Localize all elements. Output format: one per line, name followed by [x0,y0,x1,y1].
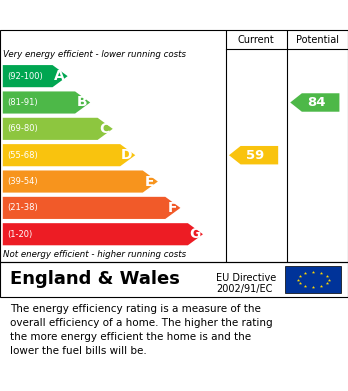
Text: E: E [145,174,154,188]
Text: (1-20): (1-20) [7,230,32,239]
Polygon shape [3,170,158,193]
Text: The energy efficiency rating is a measure of the
overall efficiency of a home. T: The energy efficiency rating is a measur… [10,303,273,355]
Text: EU Directive: EU Directive [216,273,276,283]
Text: (39-54): (39-54) [7,177,38,186]
Text: (69-80): (69-80) [7,124,38,133]
Polygon shape [3,197,180,219]
Text: (92-100): (92-100) [7,72,43,81]
Text: B: B [77,95,87,109]
Text: Very energy efficient - lower running costs: Very energy efficient - lower running co… [3,50,187,59]
Text: (81-91): (81-91) [7,98,38,107]
Polygon shape [3,223,203,245]
Text: Potential: Potential [296,34,339,45]
Text: Energy Efficiency Rating: Energy Efficiency Rating [10,7,221,23]
Text: F: F [167,201,177,215]
Text: 59: 59 [246,149,264,162]
Text: 2002/91/EC: 2002/91/EC [216,284,272,294]
Text: 84: 84 [307,96,326,109]
Bar [285,266,341,293]
Polygon shape [3,65,68,87]
Text: Current: Current [238,34,275,45]
Text: England & Wales: England & Wales [10,271,180,289]
Text: Not energy efficient - higher running costs: Not energy efficient - higher running co… [3,250,187,259]
Text: G: G [189,227,200,241]
Polygon shape [290,93,339,112]
Polygon shape [3,91,90,113]
Text: D: D [121,148,133,162]
Polygon shape [229,146,278,164]
Polygon shape [3,118,113,140]
Text: (21-38): (21-38) [7,203,38,212]
Text: (55-68): (55-68) [7,151,38,160]
Text: A: A [54,69,65,83]
Text: C: C [99,122,110,136]
Polygon shape [3,144,135,166]
